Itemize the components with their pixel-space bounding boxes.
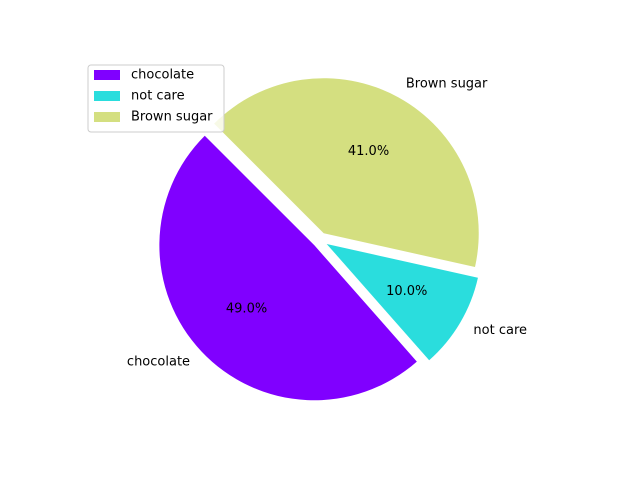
percent-label-brown-sugar: 41.0%: [348, 144, 389, 159]
legend-swatch-brown-sugar: [94, 112, 120, 122]
legend-label-brown-sugar: Brown sugar: [131, 110, 213, 125]
pie-slice-brown-sugar: [214, 78, 479, 268]
legend-items: chocolate not care Brown sugar: [94, 68, 213, 125]
slice-label-not-care: not care: [473, 323, 527, 338]
pie-slice-not-care: [326, 243, 478, 361]
legend-swatch-chocolate: [94, 70, 120, 80]
pie-slice-chocolate: [159, 135, 417, 401]
legend-frame: [87, 64, 225, 133]
pie-slices: [159, 78, 479, 401]
legend-swatch-not-care: [94, 91, 120, 101]
percent-label-chocolate: 49.0%: [226, 301, 267, 316]
legend-label-not-care: not care: [131, 89, 185, 104]
pie-labels: chocolate 49.0% not care 10.0% Brown sugar 41…: [127, 76, 527, 369]
legend-label-chocolate: chocolate: [131, 68, 194, 83]
percent-label-not-care: 10.0%: [386, 284, 427, 299]
slice-label-brown-sugar: Brown sugar: [406, 76, 488, 91]
legend: chocolate not care Brown sugar: [87, 64, 225, 133]
slice-label-chocolate: chocolate: [127, 355, 190, 370]
